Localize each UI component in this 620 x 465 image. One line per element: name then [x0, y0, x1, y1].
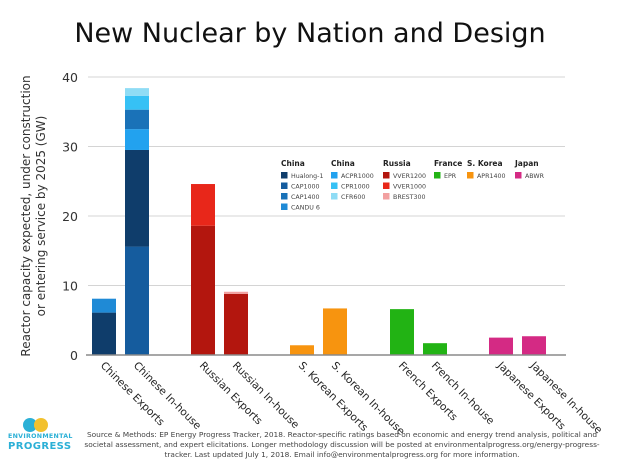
legend-heading: France — [434, 159, 462, 168]
legend-item: CAP1000 — [281, 182, 320, 191]
bar-segment-apr1400 — [323, 308, 347, 355]
legend-swatch — [383, 172, 390, 179]
legend-heading: China — [331, 159, 355, 168]
y-axis-label-line-2: or entering service by 2025 (GW) — [34, 116, 48, 317]
legend-label: CAP1400 — [291, 194, 320, 201]
legend-swatch — [281, 172, 288, 179]
legend-label: CAP1000 — [291, 184, 320, 191]
legend-item: CANDU 6 — [281, 203, 320, 212]
legend-label: Hualong-1 — [291, 173, 323, 180]
y-tick-label: 0 — [70, 348, 78, 363]
bar-segment-epr — [390, 309, 414, 355]
bar-segment-hualong-1 — [92, 312, 116, 355]
legend-swatch — [331, 172, 338, 179]
logo-line-2: PROGRESS — [8, 441, 72, 452]
legend-item: VVER1200 — [383, 172, 426, 180]
bar-chinese-exports — [92, 298, 116, 355]
legend-label: EPR — [444, 173, 457, 180]
legend-swatch — [383, 182, 390, 189]
legend-label: BREST300 — [393, 194, 426, 201]
bar-segment-acpr1000 — [125, 129, 149, 150]
bar-segment-cpr1000 — [125, 95, 149, 110]
legend-item: CPR1000 — [331, 182, 370, 191]
legend-swatch — [383, 193, 390, 200]
legend-heading: Russia — [383, 159, 411, 168]
legend-label: ABWR — [525, 173, 545, 180]
legend-swatch — [515, 172, 522, 179]
legend-item: CAP1400 — [281, 193, 320, 201]
bar-segment-cap1400 — [125, 109, 149, 130]
bar-segment-vver1200 — [224, 293, 248, 355]
y-axis-ticks: 0 10 20 30 40 — [62, 70, 78, 363]
y-tick-label: 40 — [62, 70, 78, 85]
y-tick-label: 10 — [62, 279, 78, 294]
bar-russian-exports — [191, 184, 215, 355]
ep-logo-icon — [23, 418, 49, 432]
legend-swatch — [331, 182, 338, 189]
legend-item: VVER1000 — [383, 182, 426, 191]
legend-item: ABWR — [515, 172, 545, 180]
legend-swatch — [281, 203, 288, 210]
y-axis-label-line-1: Reactor capacity expected, under constru… — [19, 75, 33, 356]
bar-segment-apr1400 — [290, 345, 314, 355]
bar-chinese-in-house — [125, 88, 149, 355]
legend-swatch — [467, 172, 474, 179]
legend-label: VVER1200 — [393, 173, 426, 180]
legend-swatch — [281, 182, 288, 189]
legend-label: CFR600 — [341, 194, 365, 201]
bar-segment-vver1000 — [191, 184, 215, 226]
legend-label: APR1400 — [477, 173, 506, 180]
logo-line-1: ENVIRONMENTAL — [8, 433, 73, 440]
x-tick-label: Russian Exports — [197, 360, 265, 428]
legend-item: APR1400 — [467, 172, 506, 180]
bar-segment-cfr600 — [125, 88, 149, 96]
bar-russian-in-house — [224, 291, 248, 355]
bar-segment-brest300 — [224, 291, 248, 294]
source-footnote: Source & Methods: EP Energy Progress Tra… — [84, 430, 600, 459]
bar-segment-candu-6 — [92, 298, 116, 313]
y-tick-label: 30 — [62, 140, 78, 155]
x-tick-label: Chinese Exports — [98, 360, 167, 429]
bar-french-exports — [390, 309, 414, 355]
chart-title: New Nuclear by Nation and Design — [74, 18, 545, 49]
legend-swatch — [331, 193, 338, 200]
bar-s-korean-exports — [290, 345, 314, 355]
legend-swatch — [281, 193, 288, 200]
bar-french-in-house — [423, 343, 447, 355]
bars — [92, 88, 546, 355]
legend-heading: Japan — [514, 159, 539, 168]
gridlines — [88, 76, 565, 286]
legend-item: BREST300 — [383, 193, 426, 201]
bar-japanese-in-house — [522, 336, 546, 355]
bar-segment-cap1000 — [125, 246, 149, 355]
legend-heading: China — [281, 159, 305, 168]
y-axis-label: Reactor capacity expected, under constru… — [19, 75, 48, 356]
bar-japanese-exports — [489, 337, 513, 355]
legend-item: ACPR1000 — [331, 172, 374, 180]
bar-segment-abwr — [489, 337, 513, 355]
legend-label: ACPR1000 — [341, 173, 374, 180]
legend-label: VVER1000 — [393, 184, 426, 191]
legend-label: CPR1000 — [341, 184, 370, 191]
legend-item: CFR600 — [331, 193, 365, 201]
bar-segment-vver1200 — [191, 225, 215, 355]
legend-label: CANDU 6 — [291, 205, 320, 212]
legend-item: EPR — [434, 172, 457, 180]
legend: China Hualong-1 CAP1000 CAP1400 CANDU 6 China… — [281, 159, 545, 212]
environmental-progress-logo: ENVIRONMENTAL PROGRESS — [8, 418, 73, 452]
bar-segment-epr — [423, 343, 447, 355]
x-tick-label: French Exports — [396, 360, 460, 424]
bar-segment-abwr — [522, 336, 546, 355]
legend-item: Hualong-1 — [281, 172, 323, 180]
bar-segment-hualong-1 — [125, 149, 149, 247]
legend-heading: S. Korea — [467, 159, 503, 168]
y-tick-label: 20 — [62, 209, 78, 224]
legend-swatch — [434, 172, 441, 179]
bar-s-korean-in-house — [323, 308, 347, 355]
